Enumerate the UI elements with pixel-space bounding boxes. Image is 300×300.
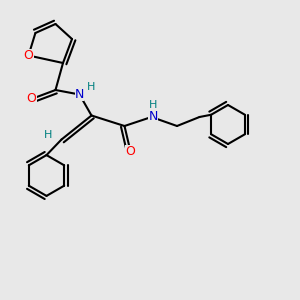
Text: O: O	[126, 145, 135, 158]
Text: N: N	[75, 88, 84, 101]
Text: H: H	[149, 100, 157, 110]
Text: N: N	[148, 110, 158, 124]
Text: H: H	[87, 82, 96, 92]
Text: O: O	[24, 49, 33, 62]
Text: O: O	[27, 92, 36, 106]
Text: H: H	[44, 130, 52, 140]
